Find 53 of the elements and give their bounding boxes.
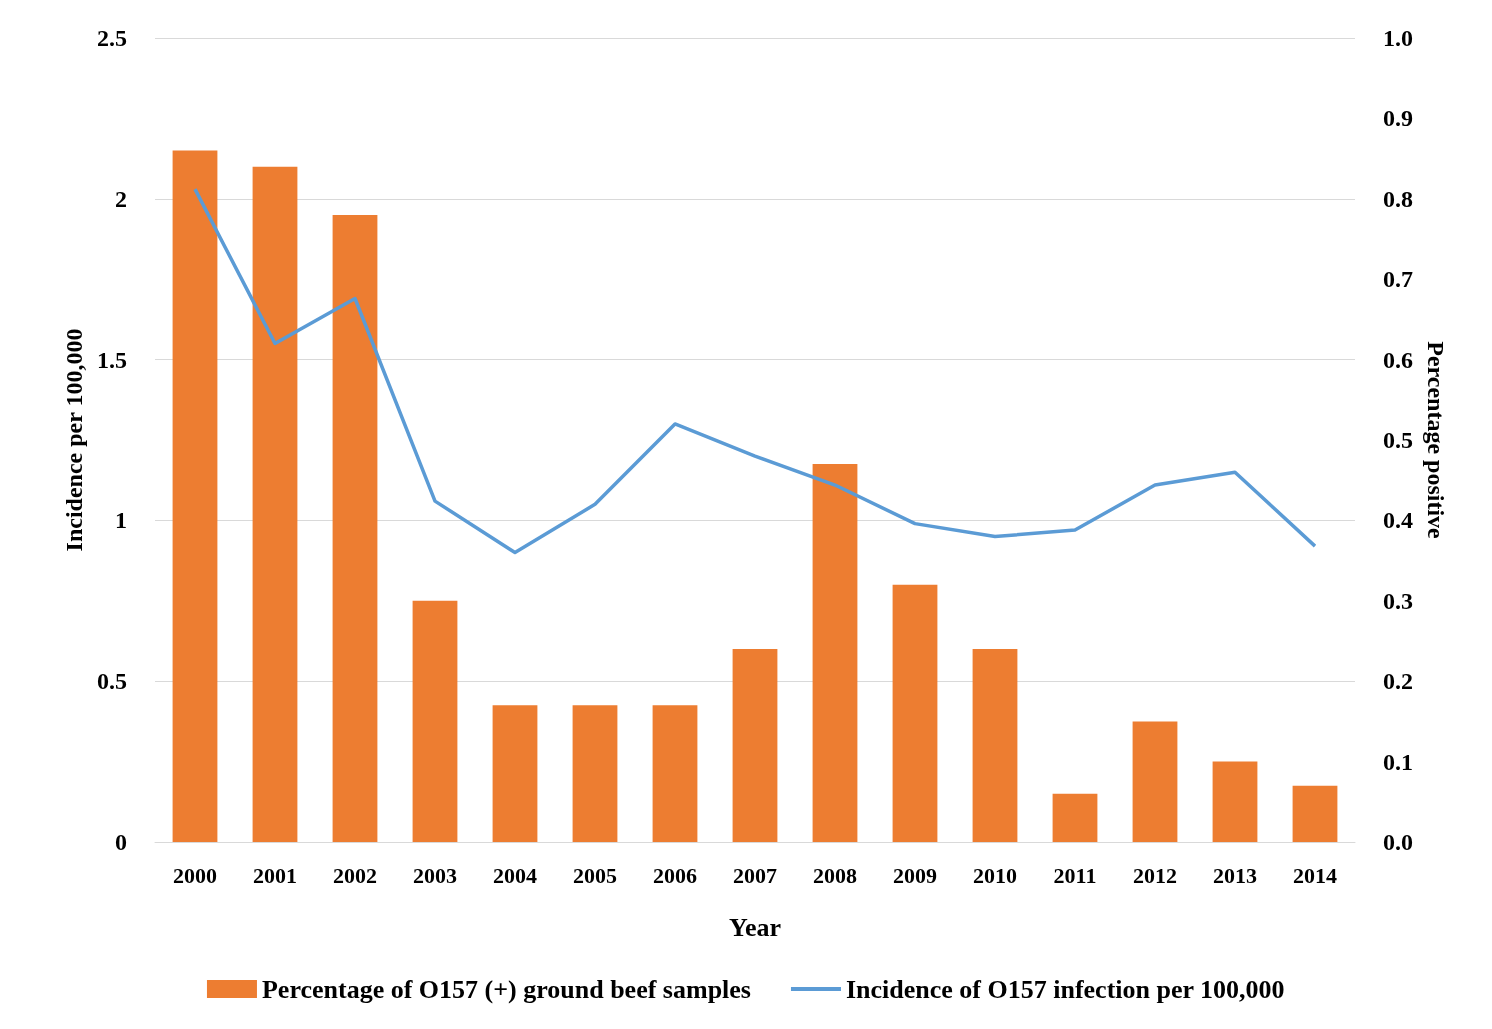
y2-axis-title: Percentage positive bbox=[1422, 341, 1449, 540]
bar bbox=[1292, 785, 1338, 842]
y-tick-label: 1.5 bbox=[97, 346, 127, 373]
y2-tick-label: 0.4 bbox=[1383, 507, 1413, 534]
x-tick-label: 2001 bbox=[253, 862, 297, 888]
y-tick-label: 2 bbox=[115, 185, 127, 212]
y2-tick-label: 0.5 bbox=[1383, 427, 1413, 453]
x-axis-title: Year bbox=[729, 912, 781, 942]
y2-tick-label: 0.0 bbox=[1383, 829, 1413, 855]
legend-label: Percentage of O157 (+) ground beef samples bbox=[261, 974, 751, 1004]
bar bbox=[732, 649, 778, 842]
y-tick-label: 0.5 bbox=[97, 668, 127, 695]
bar bbox=[172, 150, 218, 842]
x-tick-label: 2004 bbox=[493, 862, 537, 888]
y2-tick-label: 0.9 bbox=[1383, 105, 1413, 132]
x-tick-label: 2012 bbox=[1133, 862, 1177, 888]
bar bbox=[492, 705, 538, 842]
bar bbox=[812, 464, 858, 842]
y2-tick-label: 0.8 bbox=[1383, 185, 1413, 212]
y2-tick-label: 0.1 bbox=[1383, 748, 1413, 775]
x-tick-label: 2013 bbox=[1213, 862, 1257, 888]
x-tick-label: 2011 bbox=[1053, 862, 1097, 888]
y-axis-title: Incidence per 100,000 bbox=[61, 328, 88, 552]
bar bbox=[1132, 721, 1178, 842]
legend-label: Incidence of O157 infection per 100,000 bbox=[845, 974, 1285, 1004]
y-tick-label: 0 bbox=[115, 829, 127, 855]
bar bbox=[652, 705, 698, 842]
y-tick-label: 2.5 bbox=[97, 25, 127, 51]
bar bbox=[572, 705, 618, 842]
y2-tick-label: 0.6 bbox=[1383, 346, 1413, 373]
bar bbox=[1052, 793, 1098, 842]
y2-tick-label: 1.0 bbox=[1383, 25, 1413, 51]
bar bbox=[412, 600, 458, 842]
bar bbox=[1212, 761, 1258, 842]
line-series bbox=[193, 187, 1317, 555]
x-tick-label: 2003 bbox=[413, 862, 457, 888]
y2-tick-label: 0.2 bbox=[1383, 668, 1413, 695]
bar bbox=[892, 584, 938, 842]
x-tick-label: 2002 bbox=[333, 862, 377, 888]
bar bbox=[972, 649, 1018, 842]
x-tick-label: 2006 bbox=[653, 862, 697, 888]
x-tick-label: 2000 bbox=[173, 862, 217, 888]
y2-tick-label: 0.3 bbox=[1383, 587, 1413, 614]
bar bbox=[332, 214, 378, 842]
y-tick-label: 1 bbox=[115, 507, 127, 534]
x-tick-label: 2009 bbox=[893, 862, 937, 888]
x-tick-label: 2005 bbox=[573, 862, 617, 888]
x-tick-label: 2014 bbox=[1293, 862, 1337, 888]
y2-tick-label: 0.7 bbox=[1383, 266, 1413, 293]
bar bbox=[252, 166, 298, 842]
x-tick-label: 2010 bbox=[973, 862, 1017, 888]
x-tick-label: 2008 bbox=[813, 862, 857, 888]
x-tick-label: 2007 bbox=[733, 862, 777, 888]
